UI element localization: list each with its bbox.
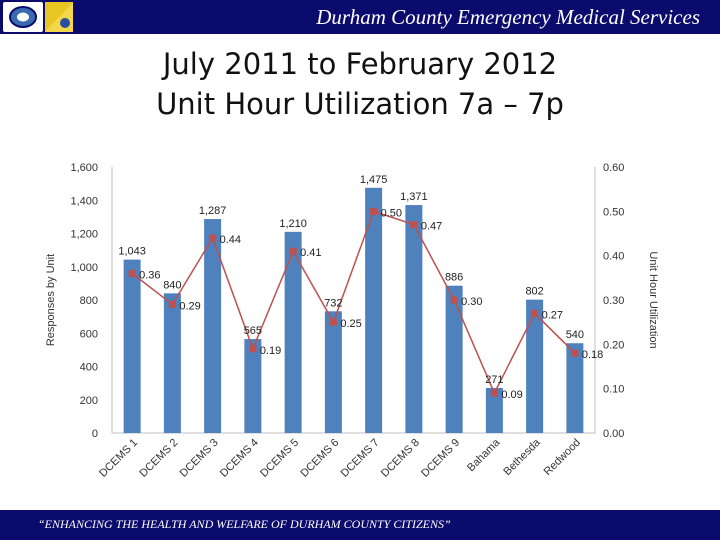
y2-tick-label: 0.10 <box>603 384 624 396</box>
slide-title-line2: Unit Hour Utilization 7a – 7p <box>156 87 564 121</box>
bar <box>485 387 503 433</box>
bar-data-label: 271 <box>485 374 503 386</box>
y-tick-label: 400 <box>80 362 98 374</box>
header-bar: Durham County Emergency Medical Services <box>0 0 720 34</box>
bar-data-label: 1,210 <box>279 218 307 230</box>
bar <box>566 343 584 433</box>
bar-data-label: 540 <box>566 329 584 341</box>
bar <box>405 205 423 433</box>
line-data-label: 0.47 <box>421 221 442 233</box>
y-tick-label: 1,000 <box>70 262 98 274</box>
x-tick-label: DCEMS 1 <box>97 437 140 480</box>
line-data-label: 0.30 <box>461 296 482 308</box>
line-data-label: 0.36 <box>139 269 160 281</box>
bar-data-label: 732 <box>324 297 342 309</box>
bar <box>123 259 141 433</box>
line-data-label: 0.44 <box>220 234 241 246</box>
y-axis-title: Responses by Unit <box>45 254 57 346</box>
y-tick-label: 0 <box>92 428 98 440</box>
bar <box>445 285 463 433</box>
line-data-label: 0.25 <box>340 318 361 330</box>
x-tick-label: DCEMS 5 <box>258 437 301 480</box>
footer-bar: “ENHANCING THE HEALTH AND WELFARE OF DUR… <box>0 510 720 540</box>
y-tick-label: 600 <box>80 328 98 340</box>
line-point <box>490 389 498 397</box>
y2-tick-label: 0.00 <box>603 428 624 440</box>
chart-area: 0 200 400 600 800 1,000 1,200 1,400 1,600 0.00 0.1… <box>30 150 670 500</box>
header-title: Durham County Emergency Medical Services <box>316 5 700 29</box>
bar <box>324 311 342 433</box>
line-point <box>128 269 136 277</box>
line-data-label: 0.29 <box>179 300 200 312</box>
line-point <box>450 296 458 304</box>
bar <box>204 219 222 433</box>
x-tick-label: Bahama <box>465 436 503 474</box>
bar <box>244 339 262 433</box>
utilization-line <box>131 210 576 395</box>
x-tick-label: Bethesda <box>501 436 543 478</box>
line-data-label: 0.09 <box>501 389 522 401</box>
y2-tick-label: 0.60 <box>603 162 624 174</box>
y2-axis-title: Unit Hour Utilization <box>647 251 659 348</box>
y-tick-label: 1,400 <box>70 195 98 207</box>
line-point <box>571 349 579 357</box>
bar-data-label: 886 <box>445 272 463 284</box>
bar <box>284 231 302 433</box>
seal-logo <box>3 2 43 32</box>
line-point <box>209 234 217 242</box>
line-data-label: 0.19 <box>260 345 281 357</box>
line-point <box>249 345 257 353</box>
slide-title: July 2011 to February 2012 Unit Hour Uti… <box>0 44 720 124</box>
y-tick-label: 1,600 <box>70 162 98 174</box>
bar-data-label: 565 <box>244 325 262 337</box>
y-tick-label: 1,200 <box>70 229 98 241</box>
bar-data-label: 1,475 <box>360 174 388 186</box>
footer-tagline: “ENHANCING THE HEALTH AND WELFARE OF DUR… <box>38 517 451 531</box>
y2-tick-label: 0.50 <box>603 206 624 218</box>
x-tick-label: DCEMS 4 <box>218 437 261 480</box>
combo-chart: 0 200 400 600 800 1,000 1,200 1,400 1,600 0.00 0.1… <box>45 162 659 480</box>
line-data-label: 0.50 <box>381 207 402 219</box>
slide-title-line1: July 2011 to February 2012 <box>162 47 558 81</box>
x-tick-label: DCEMS 8 <box>379 437 422 480</box>
y2-tick-label: 0.30 <box>603 295 624 307</box>
bar-data-label: 1,371 <box>400 191 428 203</box>
y2-tick-label: 0.20 <box>603 339 624 351</box>
bar <box>365 187 383 433</box>
line-data-label: 0.27 <box>542 309 563 321</box>
x-tick-label: DCEMS 9 <box>419 437 462 480</box>
star-of-life-logo <box>45 2 73 32</box>
y-tick-label: 200 <box>80 395 98 407</box>
x-tick-label: Redwood <box>542 437 583 478</box>
x-tick-label: DCEMS 6 <box>298 437 341 480</box>
bar-data-label: 802 <box>525 286 543 298</box>
bar-data-label: 1,287 <box>199 205 227 217</box>
line-data-label: 0.41 <box>300 247 321 259</box>
line-point <box>329 318 337 326</box>
bar <box>163 293 181 433</box>
bar-data-label: 840 <box>163 279 181 291</box>
line-point <box>410 221 418 229</box>
x-tick-label: DCEMS 3 <box>178 437 221 480</box>
bar-data-label: 1,043 <box>118 246 146 258</box>
line-point <box>289 247 297 255</box>
line-point <box>531 309 539 317</box>
y2-tick-label: 0.40 <box>603 251 624 263</box>
x-tick-label: DCEMS 2 <box>137 437 180 480</box>
line-point <box>168 300 176 308</box>
bar <box>526 299 544 433</box>
line-point <box>370 207 378 215</box>
line-data-label: 0.18 <box>582 349 603 361</box>
y-tick-label: 800 <box>80 295 98 307</box>
x-tick-label: DCEMS 7 <box>339 437 382 480</box>
